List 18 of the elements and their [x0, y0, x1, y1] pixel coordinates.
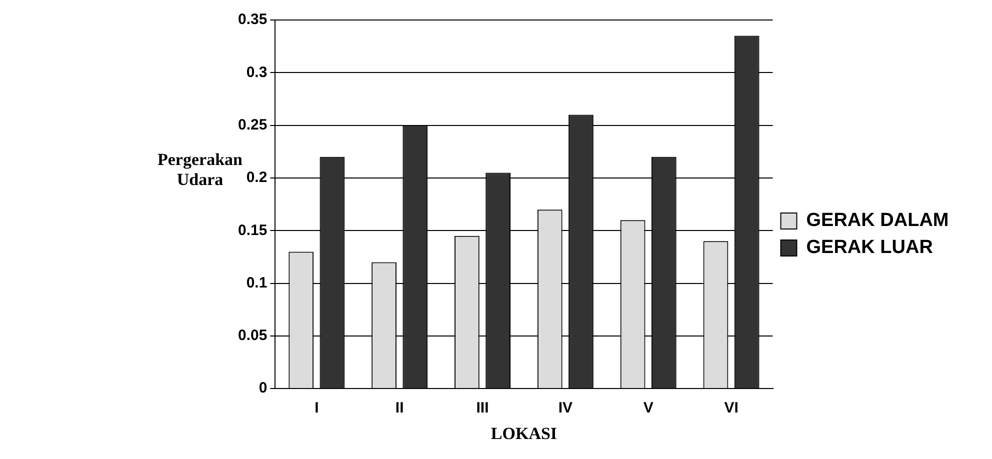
- y-tick-label: 0.35: [238, 11, 268, 28]
- legend-label: GERAK DALAM: [806, 210, 949, 232]
- x-axis-title: LOKASI: [490, 424, 558, 444]
- x-tick-label: IV: [558, 400, 573, 417]
- y-tick-label: 0.05: [238, 327, 268, 344]
- x-tick-label: I: [314, 400, 319, 417]
- legend-label: GERAK LUAR: [806, 237, 934, 258]
- y-tick-label: 0.2: [246, 169, 268, 186]
- y-axis-title: Pergerakan Udara: [158, 150, 242, 189]
- y-tick-label: 0.15: [238, 222, 268, 239]
- y-tick-label: 0.3: [246, 64, 268, 81]
- x-tick-label: II: [395, 400, 404, 417]
- x-tick-label: III: [476, 400, 489, 417]
- x-tick-label: VI: [724, 400, 738, 417]
- y-tick-label: 0.1: [246, 274, 268, 292]
- y-tick-label: 0.25: [238, 116, 268, 134]
- x-tick-label: V: [643, 400, 654, 417]
- y-tick-label: 0: [258, 380, 268, 397]
